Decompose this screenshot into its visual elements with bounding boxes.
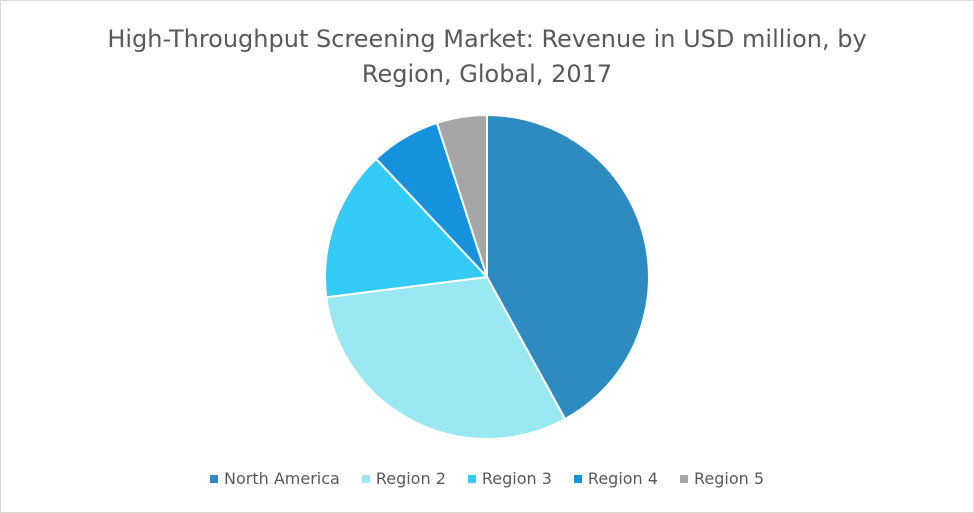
legend-item-region-5: Region 5 <box>679 469 765 488</box>
pie-slice-region-5 <box>435 113 488 278</box>
legend-swatch-region-2 <box>361 474 370 483</box>
legend-swatch-north-america <box>209 474 218 483</box>
chart-title-line-2: Region, Global, 2017 <box>361 60 613 88</box>
legend-swatch-region-3 <box>467 474 476 483</box>
chart-title-line-1: High-Throughput Screening Market: Revenu… <box>107 25 867 53</box>
legend-label-north-america: North America <box>223 469 340 488</box>
legend: North America Region 2 Region 3 Region 4… <box>0 469 974 488</box>
legend-item-region-3: Region 3 <box>467 469 552 488</box>
legend-swatch-region-5 <box>679 474 688 483</box>
legend-item-region-2: Region 2 <box>361 469 446 488</box>
pie-slice-region-2 <box>325 275 567 440</box>
legend-label-region-3: Region 3 <box>481 469 552 488</box>
legend-label-region-2: Region 2 <box>375 469 446 488</box>
legend-item-region-4: Region 4 <box>573 469 658 488</box>
pie-slice-region-3 <box>324 157 490 299</box>
legend-label-region-4: Region 4 <box>587 469 658 488</box>
legend-label-region-5: Region 5 <box>693 469 765 488</box>
pie-slice-north-america <box>486 113 650 421</box>
legend-swatch-region-4 <box>573 474 582 483</box>
legend-item-north-america: North America <box>209 469 340 488</box>
chart-title: High-Throughput Screening Market: Revenu… <box>0 22 974 92</box>
